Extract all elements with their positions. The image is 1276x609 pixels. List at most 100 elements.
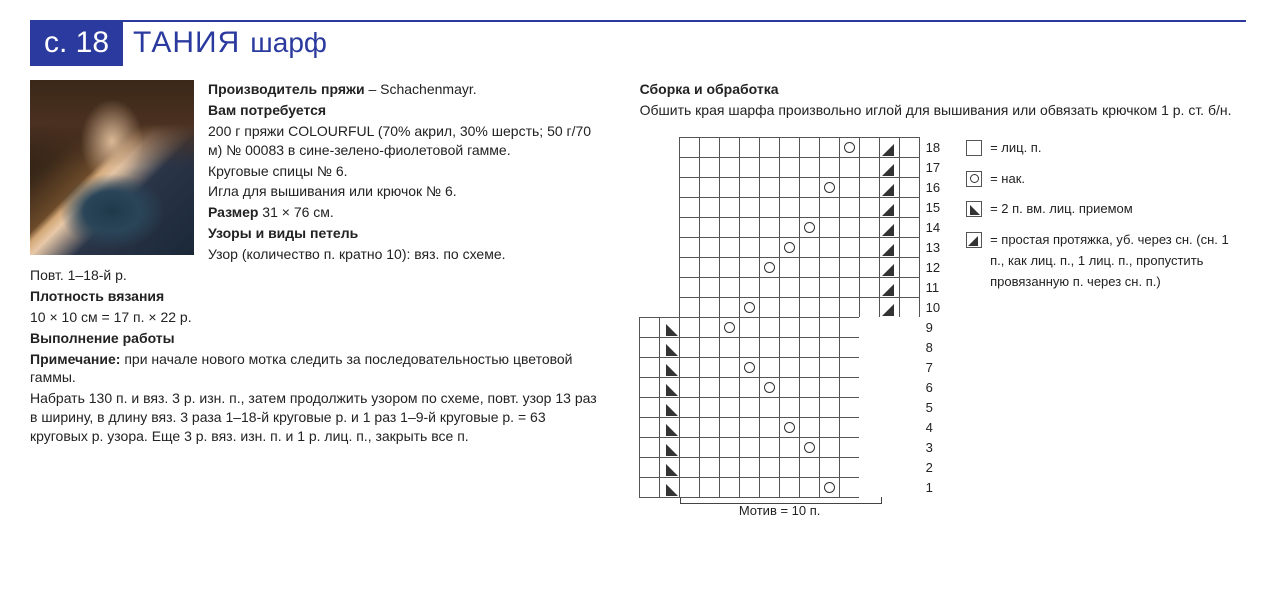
chart-cell — [859, 237, 880, 258]
chart-cell — [879, 417, 900, 438]
pattern-desc: Узор (количество п. кратно 10): вяз. по … — [208, 245, 600, 264]
chart-cell — [759, 217, 780, 238]
legend-ssk-icon — [966, 232, 982, 248]
yarn-maker-value: – Schachenmayr. — [365, 81, 477, 97]
chart-cell — [659, 157, 680, 178]
chart-cell — [839, 477, 860, 498]
chart-cell — [799, 197, 820, 218]
chart-cell — [659, 257, 680, 278]
chart-cell — [819, 197, 840, 218]
chart-cell — [779, 237, 800, 258]
chart-row-label: 2 — [926, 458, 940, 478]
chart-cell — [639, 477, 660, 498]
project-name: ТАНИЯ — [133, 26, 240, 60]
chart-cell — [839, 237, 860, 258]
chart-cell — [719, 157, 740, 178]
chart-cell — [679, 477, 700, 498]
chart-cell — [759, 357, 780, 378]
chart-cell — [639, 277, 660, 298]
chart-cell — [879, 237, 900, 258]
chart-cell — [659, 377, 680, 398]
chart-cell — [759, 457, 780, 478]
chart-cell — [839, 217, 860, 238]
chart-cell — [679, 177, 700, 198]
chart-cell — [819, 237, 840, 258]
chart-cell — [879, 177, 900, 198]
chart-cell — [659, 217, 680, 238]
chart-cell — [839, 157, 860, 178]
left-column: Производитель пряжи – Schachenmayr. Вам … — [30, 80, 600, 520]
note-label: Примечание: — [30, 351, 120, 367]
chart-cell — [799, 137, 820, 158]
chart-cell — [739, 337, 760, 358]
chart-cell — [899, 137, 920, 158]
chart-cell — [899, 177, 920, 198]
chart-cell — [879, 397, 900, 418]
chart-cell — [739, 417, 760, 438]
chart-cell — [659, 357, 680, 378]
chart-cell — [759, 137, 780, 158]
chart-cell — [639, 357, 660, 378]
chart-cell — [799, 257, 820, 278]
chart-row-label: 12 — [926, 258, 940, 278]
chart-cell — [839, 297, 860, 318]
chart-cell — [759, 277, 780, 298]
chart-cell — [679, 197, 700, 218]
chart-cell — [899, 277, 920, 298]
chart-cell — [799, 377, 820, 398]
chart-cell — [899, 317, 920, 338]
chart-cell — [859, 377, 880, 398]
chart-cell — [739, 357, 760, 378]
chart-cell — [779, 357, 800, 378]
chart-cell — [879, 217, 900, 238]
chart-cell — [899, 217, 920, 238]
chart-row-label: 11 — [926, 278, 940, 298]
size-value: 31 × 76 см. — [258, 204, 333, 220]
chart-cell — [719, 217, 740, 238]
chart-cell — [719, 317, 740, 338]
chart-cell — [859, 217, 880, 238]
chart-cell — [819, 357, 840, 378]
chart-cell — [659, 337, 680, 358]
chart-cell — [759, 437, 780, 458]
chart-cell — [819, 477, 840, 498]
chart-cell — [739, 157, 760, 178]
chart-cell — [719, 477, 740, 498]
assembly-text: Обшить края шарфа произвольно иглой для … — [640, 101, 1246, 120]
chart-cell — [659, 177, 680, 198]
chart-cell — [679, 337, 700, 358]
chart-cell — [819, 297, 840, 318]
chart-cell — [859, 197, 880, 218]
chart-cell — [659, 317, 680, 338]
chart-row-label: 18 — [926, 138, 940, 158]
chart-cell — [859, 137, 880, 158]
chart-cell — [699, 457, 720, 478]
chart-cell — [779, 197, 800, 218]
chart-cell — [679, 217, 700, 238]
chart-cell — [639, 217, 660, 238]
chart-row-label: 4 — [926, 418, 940, 438]
chart-cell — [719, 137, 740, 158]
chart-cell — [799, 317, 820, 338]
chart-cell — [719, 297, 740, 318]
chart-cell — [899, 337, 920, 358]
chart-cell — [659, 277, 680, 298]
chart-cell — [819, 337, 840, 358]
chart-cell — [759, 417, 780, 438]
chart-cell — [679, 357, 700, 378]
chart-cell — [739, 217, 760, 238]
chart-cell — [719, 457, 740, 478]
chart-cell — [779, 477, 800, 498]
chart-cell — [699, 257, 720, 278]
work-text: Набрать 130 п. и вяз. 3 р. изн. п., зате… — [30, 389, 600, 446]
legend-ssk: = простая протяжка, уб. через сн. (сн. 1… — [990, 230, 1246, 292]
chart-cell — [839, 277, 860, 298]
chart-cell — [819, 157, 840, 178]
chart-cell — [799, 417, 820, 438]
chart-cell — [839, 177, 860, 198]
chart-row-label: 7 — [926, 358, 940, 378]
chart-cell — [839, 457, 860, 478]
legend-knit: = лиц. п. — [990, 138, 1041, 159]
chart-cell — [779, 377, 800, 398]
chart-cell — [899, 417, 920, 438]
